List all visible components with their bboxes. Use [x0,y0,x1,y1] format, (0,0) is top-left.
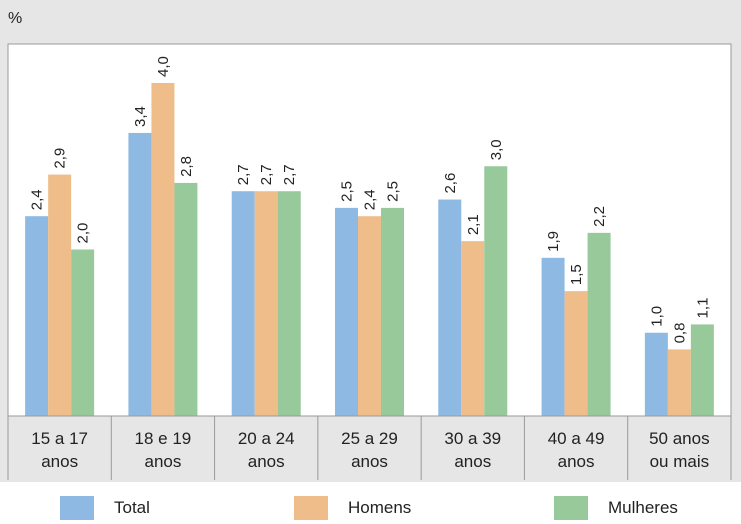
legend-label: Total [114,498,150,517]
bar-homens-5 [564,291,588,416]
value-label: 3,4 [132,106,149,127]
value-label: 2,9 [52,148,69,169]
value-label: 2,0 [75,223,92,244]
bar-total-2 [231,191,255,416]
bar-homens-1 [151,83,175,416]
category-label: anos [248,452,285,471]
legend-item-homens: Homens [294,496,411,520]
bar-mulheres-0 [71,249,95,416]
bar-total-4 [438,199,462,416]
bar-mulheres-4 [484,166,508,416]
value-label: 2,2 [591,206,608,227]
bar-total-1 [128,132,152,416]
category-label: 15 a 17 [31,429,88,448]
value-label: 1,0 [648,306,665,327]
category-label: ou mais [650,452,710,471]
value-label: 2,6 [442,173,459,194]
bar-mulheres-6 [690,324,714,416]
bar-total-5 [541,257,565,416]
category-label: 50 anos [649,429,710,448]
bar-homens-0 [48,174,72,416]
legend: Total Homens Mulheres [0,494,741,524]
bar-chart: 2,4 3,4 2,7 2,5 2,6 1,9 1,0 2,9 4,0 2,7 2,4 2,1 1,5 0… [7,43,732,480]
legend-swatch [294,496,328,520]
category-label: 18 e 19 [135,429,192,448]
value-label: 0,8 [671,323,688,344]
value-label: 2,5 [385,181,402,202]
value-label: 1,1 [694,298,711,319]
legend-swatch [60,496,94,520]
bar-mulheres-5 [587,232,611,416]
bar-homens-4 [461,241,485,416]
bar-mulheres-3 [381,207,404,416]
legend-item-total: Total [60,496,150,520]
category-label: 40 a 49 [548,429,605,448]
category-label: 20 a 24 [238,429,295,448]
value-label: 2,7 [235,164,252,185]
value-label: 2,5 [339,181,356,202]
category-label: 30 a 39 [444,429,501,448]
legend-swatch [554,496,588,520]
category-label: anos [41,452,78,471]
legend-label: Mulheres [608,498,678,517]
bar-homens-3 [358,216,381,416]
bar-total-0 [25,216,49,416]
unit-label: % [8,10,23,27]
value-label: 2,4 [362,189,379,210]
legend-label: Homens [348,498,412,517]
category-label: anos [454,452,491,471]
category-label: 25 a 29 [341,429,398,448]
bar-total-3 [335,207,358,416]
bar-homens-6 [667,349,691,416]
value-label: 1,9 [545,231,562,252]
value-label: 2,1 [465,214,482,235]
category-label: anos [558,452,595,471]
value-label: 2,4 [29,189,46,210]
value-label: 2,7 [258,164,275,185]
value-label: 4,0 [155,56,172,77]
value-label: 3,0 [488,139,505,160]
bar-mulheres-2 [277,191,301,416]
bar-total-6 [644,332,668,416]
category-label: anos [144,452,181,471]
legend-item-mulheres: Mulheres [554,496,678,520]
category-label: anos [351,452,388,471]
chart-panel: % 2,4 3,4 2,7 2,5 2,6 1,9 1,0 2,9 4,0 2,7 2,4 2,1 1,… [0,0,741,482]
bar-homens-2 [254,191,278,416]
value-label: 2,7 [281,164,298,185]
value-label: 2,8 [178,156,195,177]
bar-mulheres-1 [174,182,198,416]
value-label: 1,5 [568,264,585,285]
